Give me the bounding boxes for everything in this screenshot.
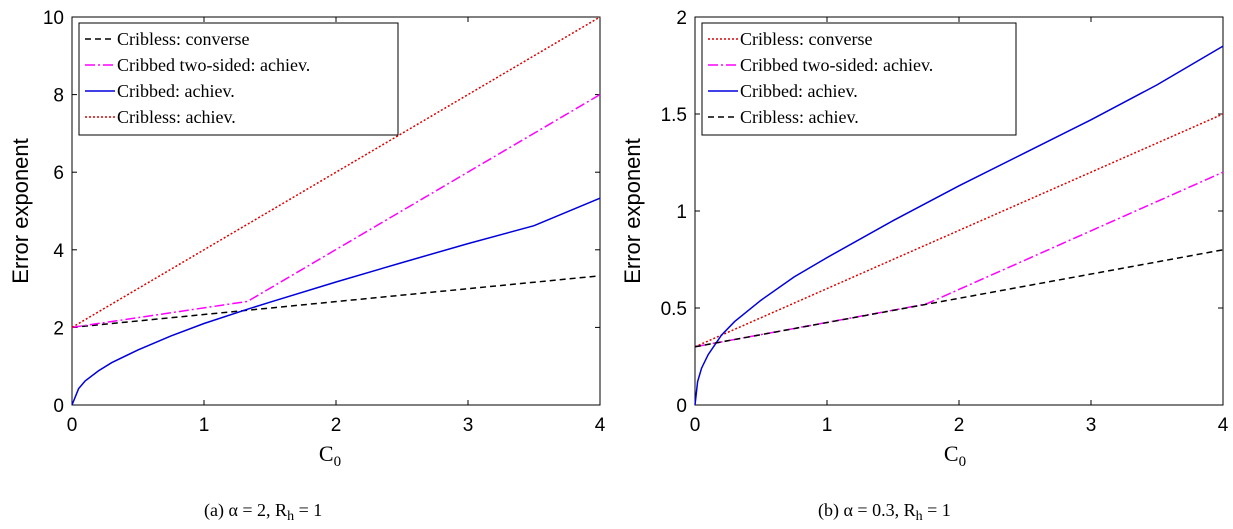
x-tick-label: 0 bbox=[67, 415, 78, 436]
y-tick-label: 10 bbox=[43, 8, 64, 29]
y-tick-label: 6 bbox=[53, 163, 64, 184]
y-tick-label: 1 bbox=[676, 202, 687, 223]
x-axis-label: C0 bbox=[944, 441, 966, 470]
y-tick-label: 8 bbox=[53, 86, 64, 107]
legend-label: Cribless: achiev. bbox=[740, 107, 859, 127]
series-lines bbox=[694, 45, 1224, 406]
x-tick-label: 3 bbox=[1086, 415, 1097, 436]
legend-box bbox=[78, 22, 399, 136]
y-tick-label: 0 bbox=[53, 396, 64, 417]
legend-label: Cribbed: achiev. bbox=[117, 81, 235, 101]
x-tick-label: 2 bbox=[331, 415, 342, 436]
series-line bbox=[71, 93, 601, 329]
series-line bbox=[71, 275, 601, 329]
y-axis-ticks: 0 0.5 1 1.5 2 bbox=[661, 8, 1223, 417]
x-axis-label: C0 bbox=[319, 441, 341, 470]
y-axis-label: Error exponent bbox=[8, 138, 33, 284]
x-tick-label: 0 bbox=[690, 415, 701, 436]
legend-label: Cribbed two-sided: achiev. bbox=[740, 55, 933, 75]
series-lines bbox=[71, 16, 601, 406]
chart-panel-a: 0 2 4 6 8 10 0 1 2 3 4 Error exponent C0 Cribless… bbox=[8, 8, 606, 524]
x-tick-label: 4 bbox=[595, 415, 606, 436]
legend: Cribless: converse Cribbed two-sided: ach… bbox=[701, 22, 1017, 136]
x-tick-label: 4 bbox=[1218, 415, 1229, 436]
x-tick-label: 1 bbox=[822, 415, 833, 436]
legend-box bbox=[701, 22, 1017, 136]
y-axis-label: Error exponent bbox=[620, 138, 645, 284]
y-axis-ticks: 0 2 4 6 8 10 bbox=[43, 8, 600, 417]
caption: (a) α = 2, Rh = 1 bbox=[204, 500, 322, 524]
legend-label: Cribbed two-sided: achiev. bbox=[117, 55, 310, 75]
legend-label: Cribless: achiev. bbox=[117, 107, 236, 127]
x-tick-label: 2 bbox=[954, 415, 965, 436]
series-line bbox=[694, 45, 1224, 406]
x-tick-label: 3 bbox=[463, 415, 474, 436]
legend-label: Cribbed: achiev. bbox=[740, 81, 858, 101]
y-tick-label: 0.5 bbox=[661, 299, 687, 320]
y-tick-label: 1.5 bbox=[661, 105, 687, 126]
y-tick-label: 2 bbox=[676, 8, 687, 29]
chart-panel-b: 0 0.5 1 1.5 2 0 1 2 3 4 Error exponent C0 Crible… bbox=[620, 8, 1229, 524]
caption: (b) α = 0.3, Rh = 1 bbox=[818, 500, 951, 524]
legend: Cribless: converse Cribbed two-sided: ach… bbox=[78, 22, 399, 136]
series-line bbox=[694, 113, 1224, 348]
y-tick-label: 2 bbox=[53, 318, 64, 339]
y-tick-label: 0 bbox=[676, 396, 687, 417]
y-tick-label: 4 bbox=[53, 241, 64, 262]
legend-label: Cribless: converse bbox=[117, 29, 249, 49]
x-tick-label: 1 bbox=[199, 415, 210, 436]
legend-label: Cribless: converse bbox=[740, 29, 872, 49]
series-line bbox=[71, 197, 601, 406]
